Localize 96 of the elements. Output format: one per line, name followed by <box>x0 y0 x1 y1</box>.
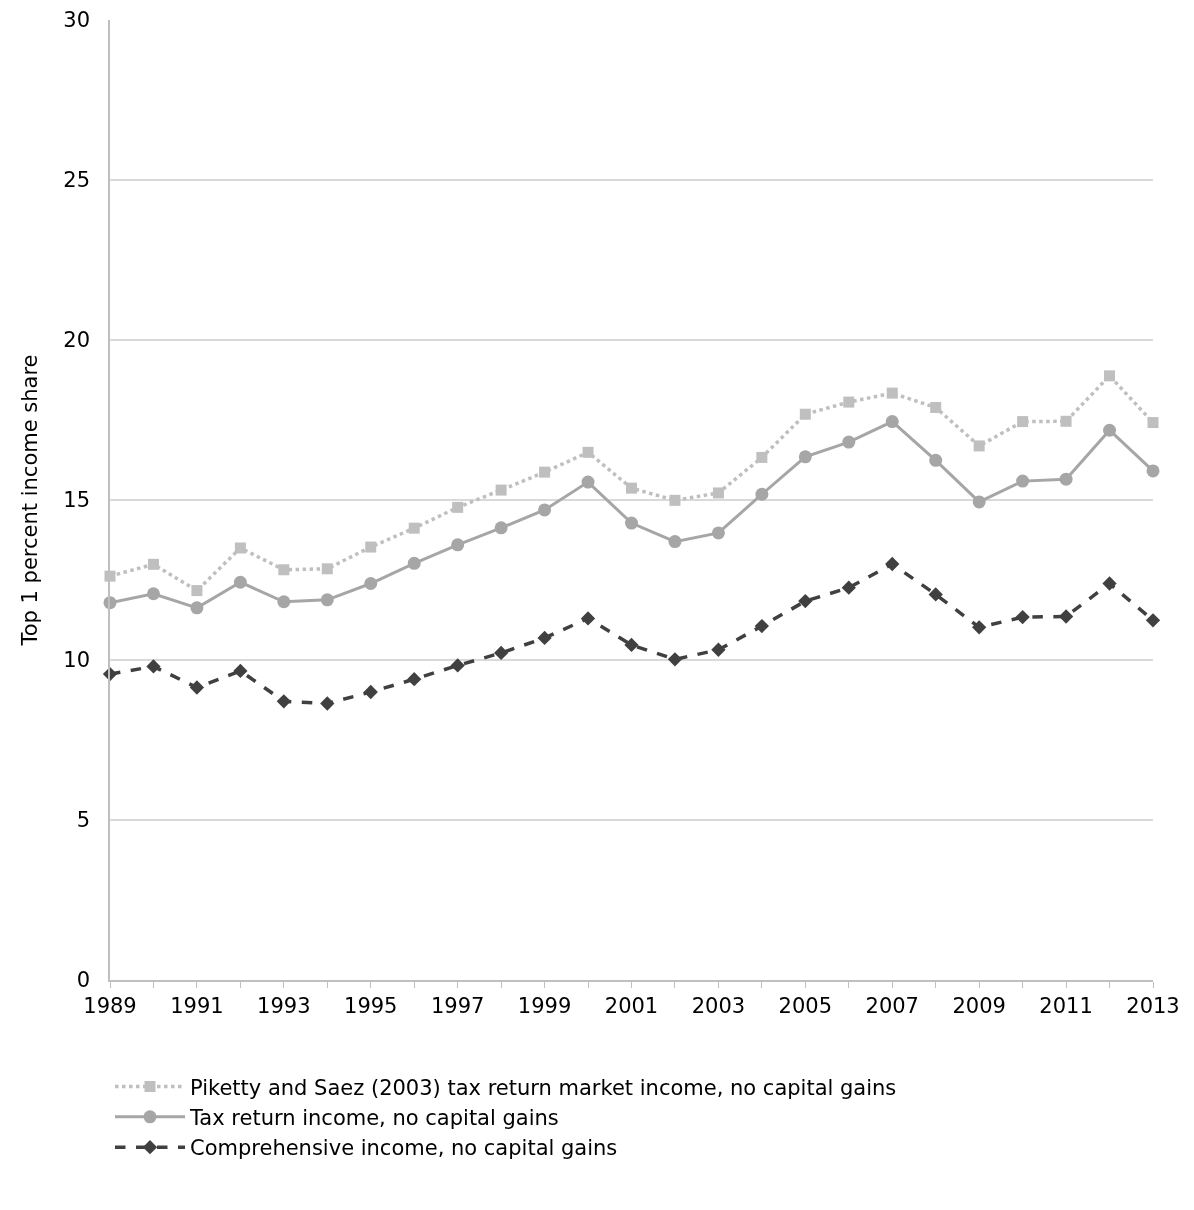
point <box>667 652 683 667</box>
x-tick-label: 1997 <box>430 993 485 1018</box>
y-axis-title: Top 1 percent income share <box>17 354 42 647</box>
point <box>408 522 420 534</box>
x-tick-label: 2007 <box>865 993 919 1018</box>
point <box>233 663 248 679</box>
x-tick-label: 2001 <box>604 993 659 1018</box>
y-tick-label: 5 <box>76 808 91 833</box>
point <box>711 526 725 540</box>
point <box>1145 613 1161 628</box>
point <box>754 618 770 634</box>
y-tick-label: 0 <box>76 968 91 993</box>
point <box>452 501 464 513</box>
point <box>1146 464 1160 478</box>
x-tick-label: 2005 <box>778 993 833 1018</box>
point <box>451 538 465 552</box>
point <box>146 587 160 601</box>
point <box>538 503 552 517</box>
point <box>147 558 159 570</box>
point <box>364 577 378 591</box>
point <box>669 494 681 506</box>
point <box>278 564 290 576</box>
x-tick-label: 2011 <box>1039 993 1093 1018</box>
x-tick-label: 1993 <box>257 993 311 1018</box>
legend-label: Comprehensive income, no capital gains <box>190 1136 618 1161</box>
point <box>450 658 465 673</box>
y-tick-label: 20 <box>63 328 91 353</box>
point <box>711 642 726 657</box>
point <box>580 611 596 626</box>
point <box>191 585 203 597</box>
point <box>190 601 204 615</box>
point <box>277 595 291 609</box>
point <box>494 521 508 535</box>
point <box>798 593 813 609</box>
point <box>841 580 856 595</box>
point <box>234 542 246 554</box>
point <box>1015 609 1030 625</box>
point <box>365 541 377 553</box>
point <box>407 556 421 570</box>
y-tick-label: 15 <box>63 488 91 513</box>
point <box>1058 609 1074 624</box>
x-tick-label: 2003 <box>691 993 746 1018</box>
point <box>320 593 334 607</box>
point <box>885 415 899 429</box>
point <box>581 475 595 489</box>
point <box>712 487 724 499</box>
point <box>189 680 205 695</box>
point <box>626 482 637 494</box>
point <box>407 672 422 687</box>
legend-label: Tax return income, no capital gains <box>189 1106 559 1131</box>
point <box>539 466 551 478</box>
x-tick-label: 2013 <box>1126 993 1180 1018</box>
point <box>843 396 855 408</box>
x-tick-label: 1999 <box>517 993 572 1018</box>
point <box>493 645 509 661</box>
point <box>886 387 898 399</box>
point <box>1016 474 1030 488</box>
point <box>1147 417 1159 429</box>
point <box>1104 370 1116 382</box>
point <box>929 453 943 467</box>
point <box>624 637 639 653</box>
y-tick-label: 30 <box>63 8 91 33</box>
point <box>1103 423 1117 437</box>
point <box>798 450 812 464</box>
x-tick-label: 2009 <box>952 993 1006 1018</box>
point <box>537 630 552 646</box>
point <box>233 575 247 589</box>
y-tick-label: 25 <box>63 168 91 193</box>
point <box>928 587 943 602</box>
point <box>1017 416 1029 428</box>
point <box>972 495 986 509</box>
x-tick-label: 1991 <box>170 993 224 1018</box>
point <box>276 694 291 709</box>
x-tick-label: 1989 <box>83 993 137 1018</box>
point <box>668 535 682 549</box>
point <box>495 484 507 496</box>
legend-label: Piketty and Saez (2003) tax return market income, no capital gains <box>190 1075 897 1100</box>
point <box>885 556 900 572</box>
point <box>756 451 768 463</box>
point <box>755 487 769 501</box>
y-tick-label: 10 <box>63 648 91 673</box>
point <box>321 563 333 575</box>
point <box>842 435 856 449</box>
point <box>625 516 638 530</box>
point <box>1059 472 1073 486</box>
point <box>146 659 161 674</box>
point <box>320 696 335 711</box>
point <box>972 620 987 635</box>
point <box>930 402 942 414</box>
point <box>363 684 378 700</box>
point <box>973 440 985 452</box>
point <box>582 446 594 458</box>
x-tick-label: 1995 <box>344 993 398 1018</box>
point <box>1060 415 1072 427</box>
point <box>799 408 811 420</box>
point <box>1102 576 1117 591</box>
